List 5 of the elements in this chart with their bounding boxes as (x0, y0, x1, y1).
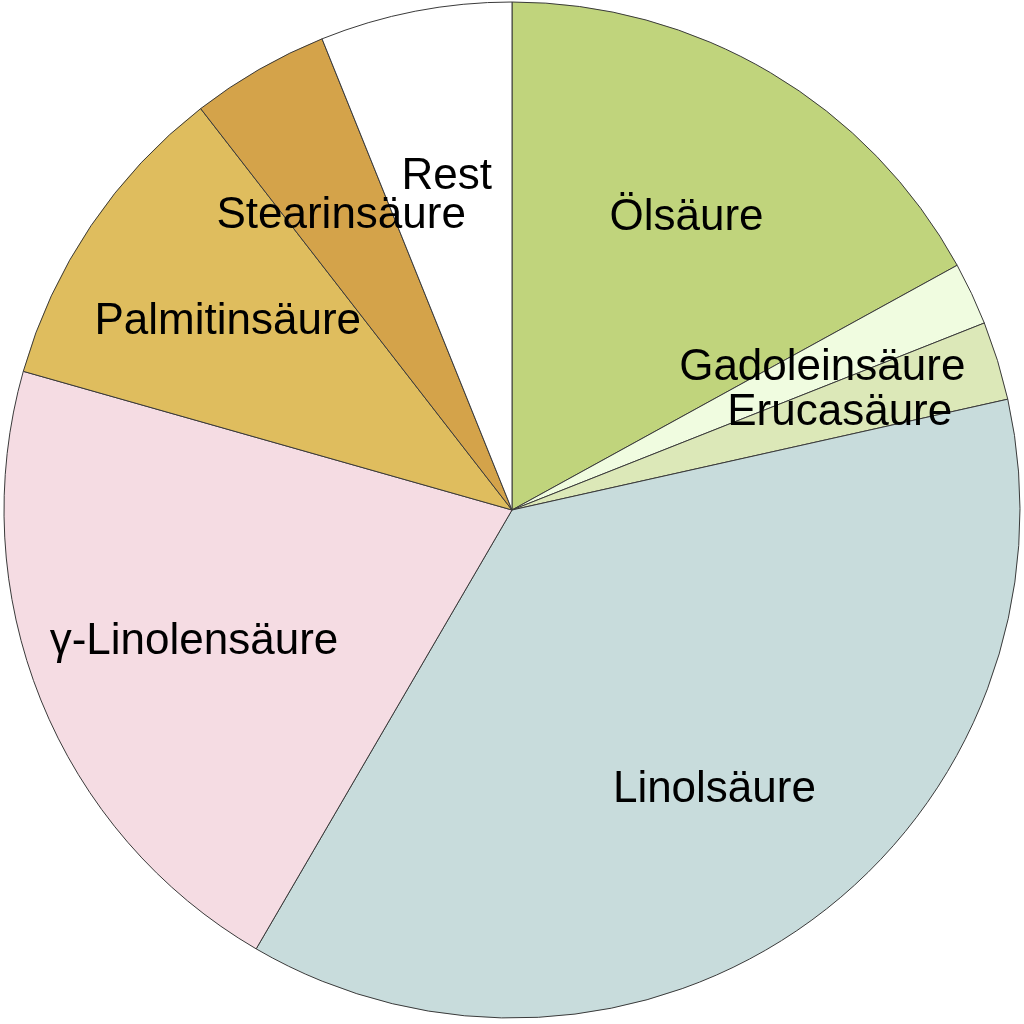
slice-label: Linolsäure (612, 762, 816, 812)
slice-label: γ-Linolensäure (49, 613, 339, 663)
slice-label: Ölsäure (609, 190, 764, 240)
slice-label: Palmitinsäure (94, 293, 362, 343)
slice-label: Rest (401, 148, 492, 198)
